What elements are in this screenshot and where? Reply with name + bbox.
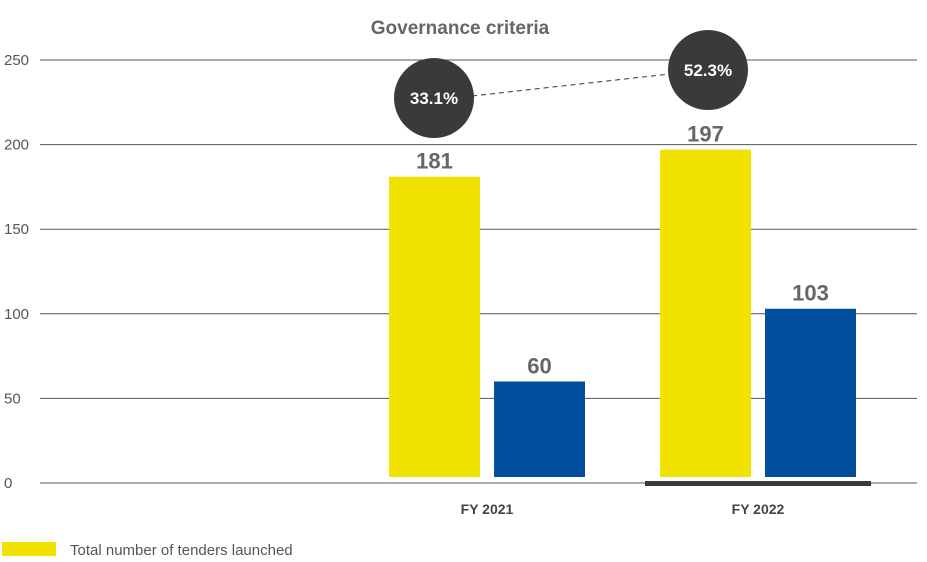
data-label-fy-2022-series-0: 197: [687, 122, 724, 147]
data-label-fy-2021-series-1: 60: [527, 353, 551, 378]
bar-fy-2021-series-0: [389, 176, 480, 478]
legend-label-tenders: Total number of tenders launched: [70, 542, 293, 559]
y-axis-ticks: 0 50 100 150 200 250: [4, 52, 29, 492]
chart-title: Governance criteria: [371, 18, 550, 39]
ratio-connector: [471, 73, 671, 97]
x-category-label-1: FY 2022: [732, 501, 785, 517]
ratio-bubbles: 33.1% 52.3%: [394, 30, 748, 138]
y-tick-label-50: 50: [4, 390, 21, 407]
bars: [389, 149, 871, 486]
ratio-bubble-0: [394, 58, 474, 138]
data-label-fy-2021-series-0: 181: [416, 149, 453, 174]
data-labels: 181 60 197 103: [416, 122, 829, 379]
x-axis-categories: FY 2021 FY 2022: [461, 501, 785, 517]
y-tick-label-100: 100: [4, 306, 29, 323]
bar-fy-2022-series-0: [660, 149, 751, 477]
ratio-label-1: 52.3%: [684, 61, 732, 80]
y-tick-label-150: 150: [4, 221, 29, 238]
ratio-label-0: 33.1%: [410, 89, 458, 108]
legend-swatch-tenders: [2, 542, 56, 556]
bar-fy-2022-series-1: [765, 308, 856, 477]
y-tick-label-250: 250: [4, 52, 29, 69]
y-tick-label-200: 200: [4, 137, 29, 154]
bar-fy-2021-series-1: [494, 381, 585, 477]
ratio-bubble-1: [668, 30, 748, 110]
data-label-fy-2022-series-1: 103: [792, 281, 829, 306]
x-category-label-0: FY 2021: [461, 501, 514, 517]
legend: Total number of tenders launched: [2, 542, 293, 559]
y-tick-label-0: 0: [4, 475, 12, 492]
baseline-highlight: [645, 481, 871, 486]
